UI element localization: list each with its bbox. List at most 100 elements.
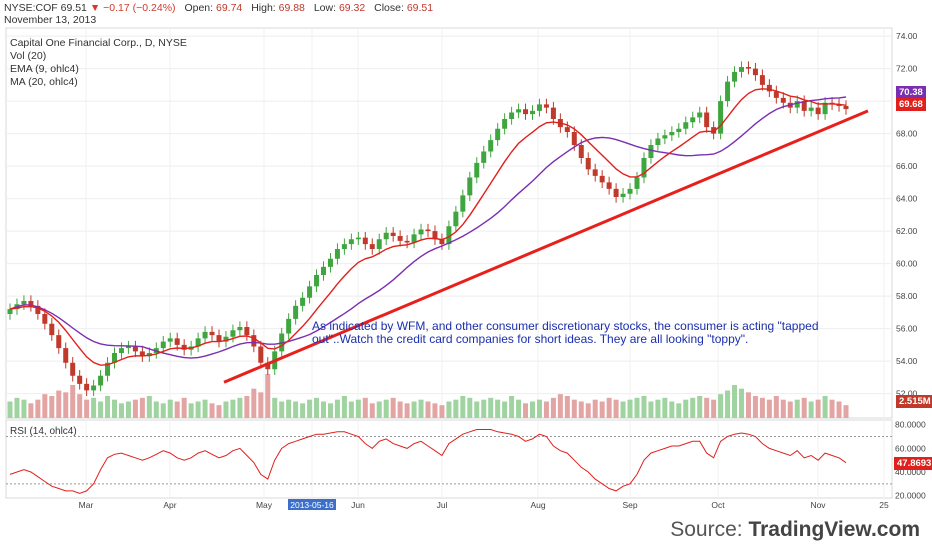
volume-bar	[446, 401, 452, 418]
candle-body	[321, 266, 326, 275]
candle-body	[606, 182, 612, 189]
candle-body	[745, 67, 751, 69]
candle-body	[118, 348, 124, 353]
rsi-label: RSI (14, ohlc4)	[10, 426, 77, 437]
volume-bar	[14, 397, 20, 418]
candle-body	[641, 158, 647, 178]
volume-bar	[341, 396, 347, 418]
candle-body	[293, 305, 299, 319]
volume-bar	[98, 401, 104, 418]
volume-bar	[801, 397, 807, 418]
volume-bar	[843, 405, 849, 418]
volume-bar	[300, 403, 306, 418]
candle-body	[63, 348, 69, 363]
candle-body	[251, 335, 257, 347]
volume-bar	[209, 403, 215, 418]
quote-header: NYSE:COF 69.51 ▼ −0.17 (−0.24%) Open: 69…	[4, 2, 439, 14]
candle-body	[230, 330, 236, 337]
volume-bar	[822, 396, 828, 418]
volume-bar	[836, 401, 842, 418]
volume-bar	[21, 399, 27, 418]
candle-body	[509, 112, 515, 119]
rsi-badge: 47.8693	[894, 457, 932, 470]
high-value: 69.88	[278, 2, 305, 14]
volume-bar	[697, 396, 703, 418]
volume-bar	[293, 401, 299, 418]
volume-bar	[369, 403, 375, 418]
volume-bar	[481, 399, 487, 418]
month-tick-label: 2013-05-16	[290, 500, 334, 510]
price-tick-label: 62.00	[896, 226, 918, 236]
candle-body	[794, 101, 800, 108]
volume-bar	[557, 394, 563, 418]
month-tick-label: 25	[879, 500, 889, 510]
candle-body	[766, 84, 772, 92]
candle-body	[543, 104, 549, 108]
close-value: 69.51	[406, 2, 434, 14]
volume-bar	[599, 401, 605, 418]
candle-body	[460, 195, 466, 212]
volume-bar	[564, 396, 570, 418]
candle-body	[160, 341, 166, 349]
open-label: Open:	[184, 2, 214, 14]
candle-body	[725, 81, 731, 102]
month-tick-label: Nov	[810, 500, 826, 510]
candle-body	[404, 240, 410, 243]
candle-body	[780, 97, 786, 103]
rsi-tick-label: 20.0000	[895, 491, 926, 501]
volume-bar	[550, 397, 556, 418]
candle-body	[690, 117, 696, 123]
candle-body	[125, 346, 131, 349]
volume-bar	[543, 401, 549, 418]
candle-body	[662, 135, 668, 139]
volume-bar	[411, 401, 417, 418]
candle-body	[139, 351, 145, 357]
candle-body	[105, 362, 111, 376]
price-tick-label: 58.00	[896, 291, 918, 301]
candle-body	[355, 237, 361, 240]
chart-title: Capital One Financial Corp., D, NYSE	[10, 37, 187, 49]
volume-bar	[808, 401, 814, 418]
candle-body	[773, 91, 779, 98]
volume-bar	[265, 374, 271, 418]
last-price: 69.51	[60, 2, 87, 14]
volume-bar	[139, 397, 145, 418]
volume-bar	[676, 403, 682, 418]
candle-body	[627, 188, 633, 194]
volume-bar	[35, 399, 41, 418]
candle-body	[530, 110, 535, 115]
candle-body	[481, 151, 487, 163]
ma-20-line	[9, 96, 847, 359]
candle-body	[84, 383, 90, 391]
candle-body	[327, 258, 333, 267]
volume-bar	[759, 397, 765, 418]
candle-body	[49, 323, 55, 336]
candle-body	[453, 211, 459, 227]
volume-bar	[766, 399, 772, 418]
candle-body	[286, 318, 292, 334]
low-value: 69.32	[338, 2, 366, 14]
candle-body	[21, 301, 27, 305]
candle-body	[237, 327, 243, 331]
candle-body	[620, 193, 626, 197]
volume-bar	[460, 396, 466, 418]
down-arrow-icon: ▼	[89, 2, 101, 14]
candle-body	[676, 128, 682, 132]
candle-body	[348, 239, 354, 245]
volume-bar	[530, 401, 535, 418]
candle-body	[376, 239, 382, 249]
candle-body	[307, 286, 313, 298]
volume-bar	[146, 396, 152, 418]
price-tick-label: 60.00	[896, 259, 918, 269]
candle-body	[655, 138, 661, 145]
volume-bar	[620, 401, 626, 418]
month-tick-label: Aug	[530, 500, 545, 510]
candle-body	[425, 229, 431, 232]
volume-bar	[118, 403, 124, 418]
price-tick-label: 64.00	[896, 194, 918, 204]
volume-bar	[7, 401, 13, 418]
volume-bar	[42, 394, 48, 418]
candle-body	[397, 236, 403, 241]
price-tick-label: 56.00	[896, 324, 918, 334]
